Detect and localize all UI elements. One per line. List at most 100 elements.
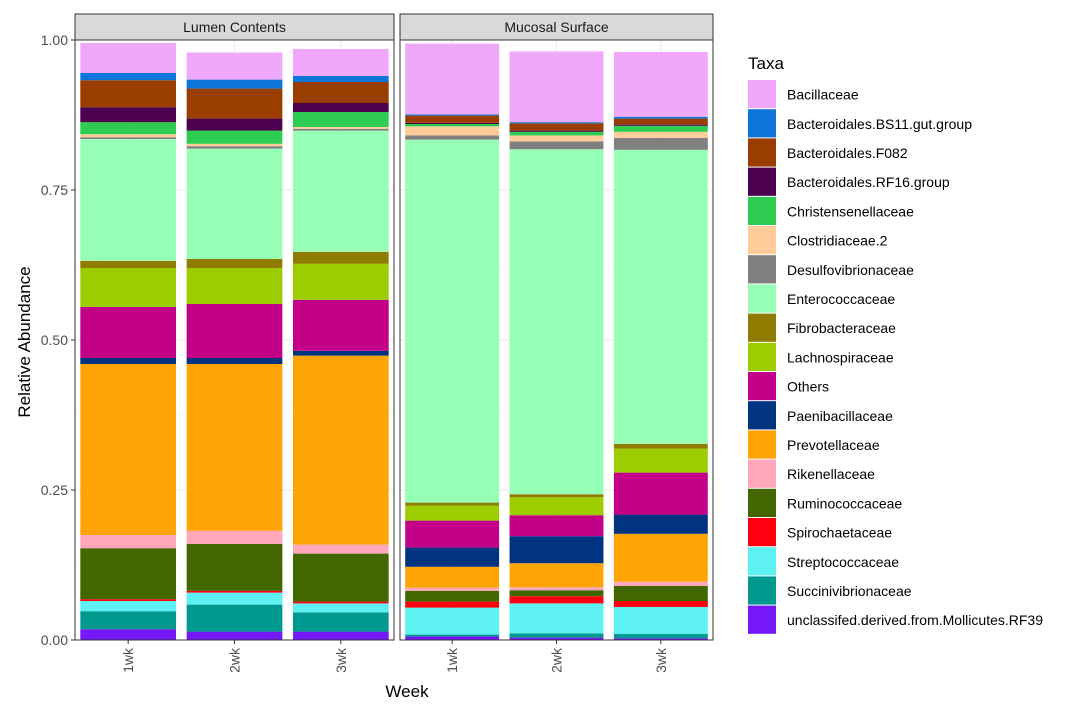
legend-key: [748, 167, 776, 196]
y-tick-label: 0.00: [41, 632, 68, 648]
legend: Taxa Bacillaceae Bacteroidales.BS11.gut.g…: [748, 54, 1043, 634]
bar-segment-Streptococcaceae: [292, 603, 389, 613]
panels: Lumen Contents 1wk 2wk 3wk Mucosal Surface 1w…: [74, 13, 714, 673]
legend-label: Rikenellaceae: [787, 466, 875, 482]
bar-segment-Spirochaetaceae: [186, 590, 283, 593]
bar-segment-Fibrobacteraceae: [80, 260, 177, 268]
bar-3wk: [292, 49, 389, 640]
bar-segment-Ruminococcaceae: [292, 553, 389, 602]
bar-segment-Prevotellaceae: [292, 355, 389, 545]
x-tick-label: 3wk: [333, 647, 349, 673]
legend-label: Ruminococcaceae: [787, 495, 902, 511]
facet-panel-1: Lumen Contents 1wk 2wk 3wk: [74, 13, 395, 673]
bar-segment-Others: [80, 307, 177, 358]
legend-item: Fibrobacteraceae: [748, 313, 896, 342]
legend-label: Succinivibrionaceae: [787, 583, 912, 599]
bar-segment-Succinivibrionaceae: [613, 634, 708, 639]
bar-segment-Ruminococcaceae: [186, 544, 283, 591]
bar-segment-Rikenellaceae: [613, 581, 708, 586]
bar-segment-Enterococcaceae: [80, 139, 177, 261]
bar-segment-Enterococcaceae: [405, 139, 500, 503]
bar-segment-Ruminococcaceae: [613, 586, 708, 601]
bar-segment-Christensenellaceae: [186, 130, 283, 144]
bar-segment-Christensenellaceae: [405, 124, 500, 127]
legend-label: Clostridiaceae.2: [787, 233, 888, 249]
bar-1wk: [80, 43, 177, 640]
bar-segment-Bacteroidales.BS11.gut.group: [80, 73, 177, 81]
bar-segment-Lachnospiraceae: [292, 263, 389, 300]
bar-segment-Prevotellaceae: [186, 364, 283, 531]
bar-segment-Streptococcaceae: [613, 607, 708, 634]
bar-segment-Bacteroidales.RF16.group: [80, 107, 177, 123]
bar-segment-Desulfovibrionaceae: [405, 135, 500, 140]
bar-segment-Prevotellaceae: [405, 566, 500, 588]
legend-key: [748, 576, 776, 605]
legend-item: Prevotellaceae: [748, 430, 880, 459]
bar-segment-Fibrobacteraceae: [292, 251, 389, 264]
legend-key: [748, 196, 776, 225]
legend-item: Christensenellaceae: [748, 196, 914, 225]
legend-key: [748, 342, 776, 371]
bar-segment-Prevotellaceae: [613, 533, 708, 582]
bar-segment-Lachnospiraceae: [405, 505, 500, 521]
bar-1wk: [405, 43, 500, 640]
bar-segment-Succinivibrionaceae: [509, 633, 604, 638]
bar-segment-Others: [292, 299, 389, 351]
legend-key: [748, 430, 776, 459]
bar-segment-Enterococcaceae: [509, 149, 604, 495]
bar-segment-Bacillaceae: [613, 52, 708, 117]
legend-item: Bacteroidales.F082: [748, 138, 908, 167]
y-axis: 0.00 0.25 0.50 0.75 1.00: [41, 32, 75, 648]
legend-item: Paenibacillaceae: [748, 401, 893, 430]
facet-strip-background: [399, 13, 714, 41]
bar-segment-Desulfovibrionaceae: [186, 146, 283, 149]
bar-segment-Others: [613, 472, 708, 515]
legend-label: Paenibacillaceae: [787, 408, 893, 424]
bar-segment-unclassifed.derived.from.Mollicutes.RF39: [80, 629, 177, 640]
bar-segment-Bacillaceae: [509, 51, 604, 123]
bar-segment-Bacillaceae: [405, 43, 500, 115]
x-axis-title: Week: [385, 682, 429, 701]
bar-segment-Paenibacillaceae: [292, 350, 389, 356]
legend-key: [748, 313, 776, 342]
bar-segment-Christensenellaceae: [292, 112, 389, 127]
bar-segment-Bacteroidales.BS11.gut.group: [405, 114, 500, 116]
bar-segment-Bacteroidales.F082: [509, 123, 604, 131]
facet-strip-background: [74, 13, 395, 41]
bar-segment-Clostridiaceae.2: [292, 127, 389, 129]
y-tick-label: 0.25: [41, 482, 68, 498]
legend-item: Clostridiaceae.2: [748, 226, 888, 255]
bar-segment-Others: [186, 304, 283, 358]
y-tick-label: 0.75: [41, 182, 68, 198]
legend-item: Succinivibrionaceae: [748, 576, 912, 605]
bar-segment-Ruminococcaceae: [405, 590, 500, 602]
legend-item: Lachnospiraceae: [748, 342, 894, 371]
bar-segment-Desulfovibrionaceae: [292, 128, 389, 131]
bar-segment-Spirochaetaceae: [292, 601, 389, 604]
legend-label: unclassifed.derived.from.Mollicutes.RF39: [787, 612, 1043, 628]
legend-item: Bacteroidales.RF16.group: [748, 167, 950, 196]
legend-key: [748, 488, 776, 517]
bar-segment-Desulfovibrionaceae: [80, 137, 177, 139]
legend-label: Lachnospiraceae: [787, 349, 894, 365]
bar-segment-Christensenellaceae: [80, 122, 177, 135]
legend-item: Others: [748, 372, 829, 401]
bar-segment-Desulfovibrionaceae: [613, 137, 708, 150]
bar-segment-Rikenellaceae: [80, 535, 177, 549]
x-tick-label: 1wk: [444, 647, 460, 673]
bar-segment-Bacteroidales.F082: [292, 82, 389, 103]
y-tick-label: 0.50: [41, 332, 68, 348]
bar-segment-Succinivibrionaceae: [80, 611, 177, 630]
bar-segment-Lachnospiraceae: [186, 268, 283, 304]
legend-key: [748, 518, 776, 547]
bar-segment-Lachnospiraceae: [509, 497, 604, 516]
bar-segment-Fibrobacteraceae: [405, 502, 500, 506]
y-tick-label: 1.00: [41, 32, 68, 48]
bar-segment-Bacteroidales.RF16.group: [613, 124, 708, 126]
bar-segment-Spirochaetaceae: [80, 599, 177, 601]
bar-segment-Others: [405, 520, 500, 548]
facet-strip-label: Mucosal Surface: [504, 19, 608, 35]
legend-label: Prevotellaceae: [787, 437, 880, 453]
bar-segment-Succinivibrionaceae: [186, 604, 283, 632]
legend-key: [748, 138, 776, 167]
